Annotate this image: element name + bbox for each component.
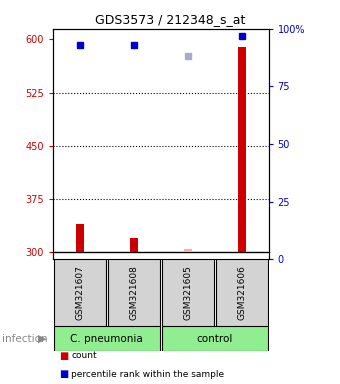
Text: GDS3573 / 212348_s_at: GDS3573 / 212348_s_at (95, 13, 245, 26)
Text: C. pneumonia: C. pneumonia (70, 334, 143, 344)
Text: ■: ■ (59, 351, 69, 361)
Text: GSM321605: GSM321605 (183, 265, 192, 320)
Bar (75, 224, 84, 252)
Bar (54, 326, 159, 351)
Bar (162, 259, 214, 326)
Text: count: count (71, 351, 97, 361)
Bar (216, 259, 268, 326)
Text: ■: ■ (59, 369, 69, 379)
Text: GSM321608: GSM321608 (129, 265, 138, 320)
Text: ▶: ▶ (38, 334, 47, 344)
Bar (184, 248, 192, 252)
Bar (108, 259, 159, 326)
Text: GSM321606: GSM321606 (237, 265, 246, 320)
Text: infection: infection (2, 334, 47, 344)
Text: GSM321607: GSM321607 (75, 265, 84, 320)
Bar (54, 259, 106, 326)
Text: percentile rank within the sample: percentile rank within the sample (71, 370, 224, 379)
Bar (130, 238, 138, 252)
Bar (162, 326, 268, 351)
Text: control: control (197, 334, 233, 344)
Bar (238, 46, 246, 252)
